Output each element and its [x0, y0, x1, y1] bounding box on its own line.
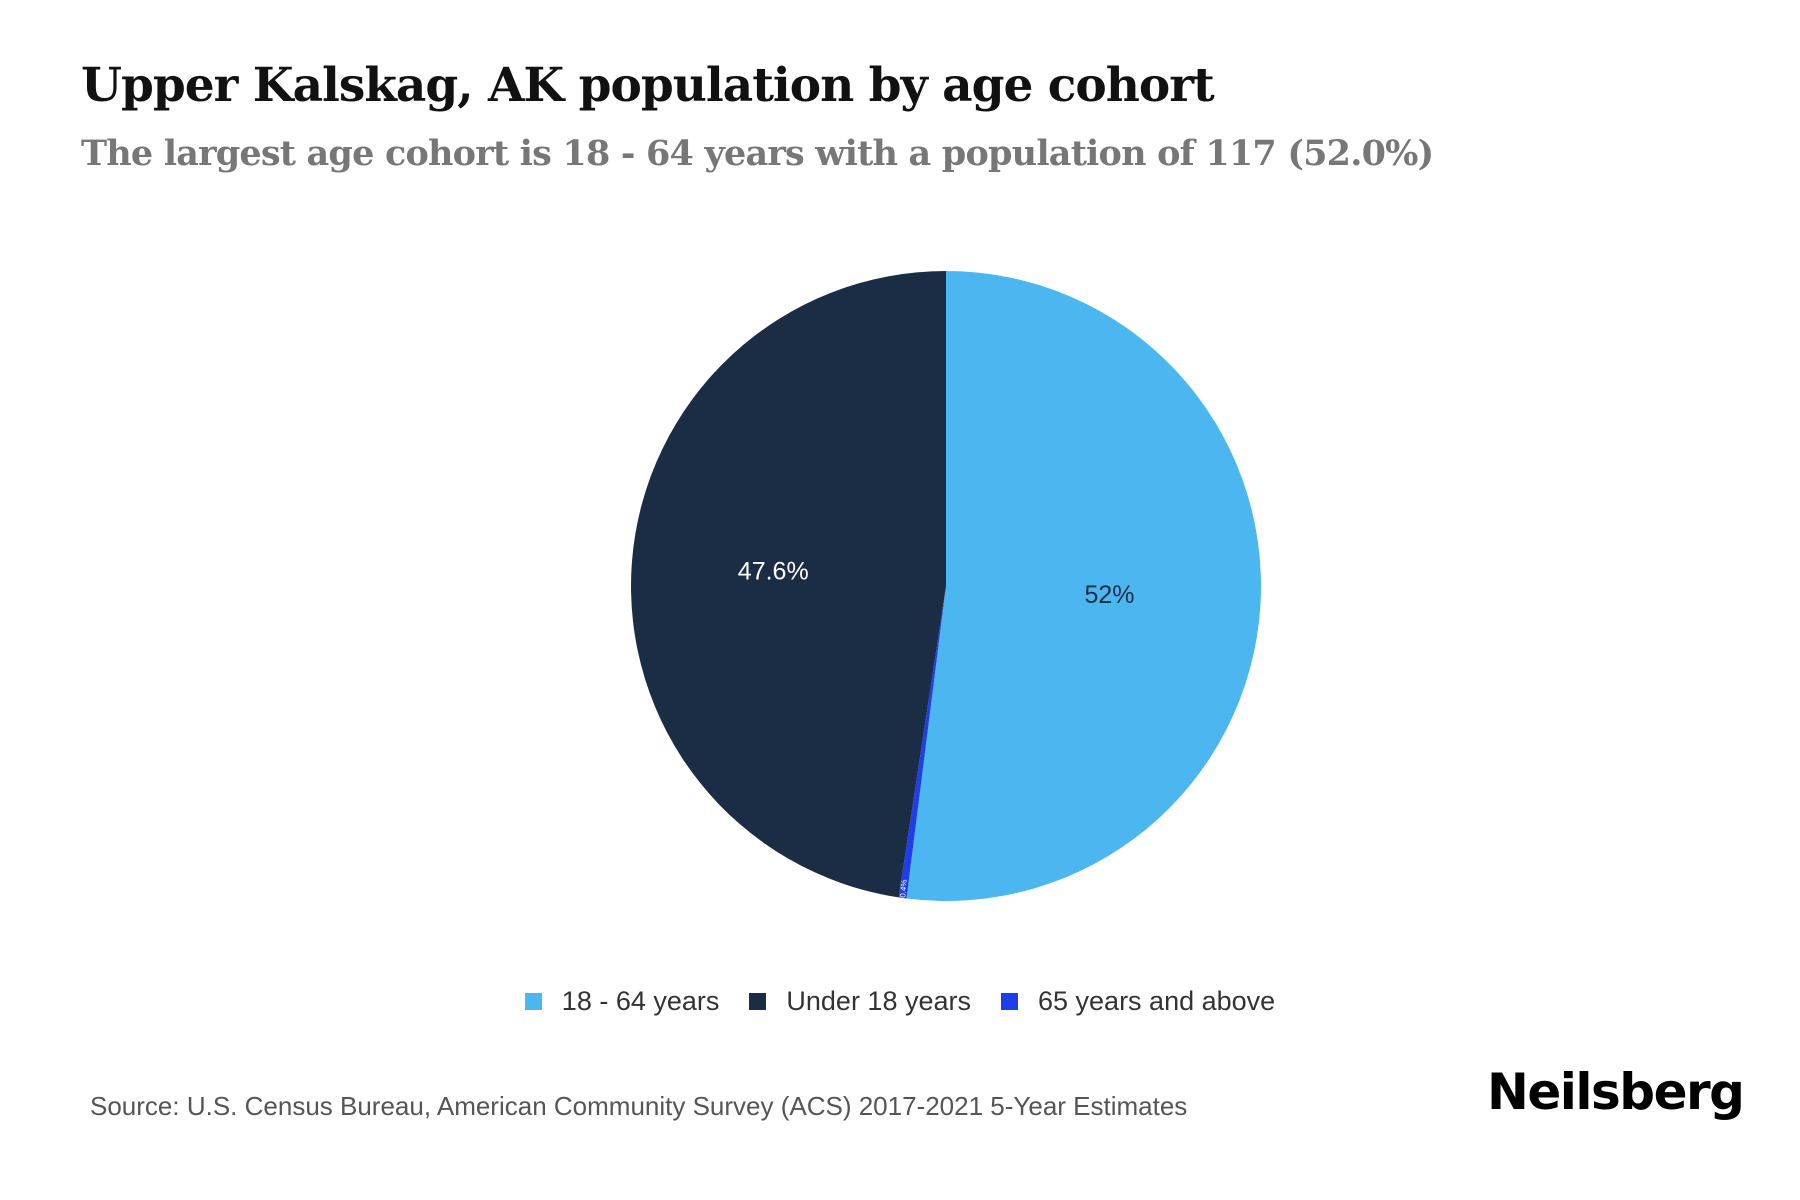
legend-swatch-icon — [1001, 993, 1018, 1010]
pie-data-label: 47.6% — [738, 558, 809, 586]
legend-item-18-64: 18 - 64 years — [524, 986, 720, 1017]
pie-slice-65-years-and-above — [898, 586, 946, 899]
legend-item-65-plus: 65 years and above — [1001, 986, 1275, 1017]
pie-slice-18-64-years — [906, 271, 1261, 901]
source-note: Source: U.S. Census Bureau, American Com… — [90, 1091, 1188, 1121]
legend-label: 65 years and above — [1038, 986, 1276, 1016]
legend-label: Under 18 years — [786, 986, 971, 1016]
pie-data-labels: 52% 0.4% 47.6% — [738, 558, 1135, 899]
legend-swatch-icon — [524, 993, 542, 1010]
legend-swatch-icon — [749, 993, 767, 1010]
pie-slice-under-18-years — [631, 271, 946, 898]
pie-data-label: 52% — [1084, 581, 1134, 609]
legend-label: 18 - 64 years — [561, 986, 720, 1016]
chart-title: Upper Kalskag, AK population by age coho… — [81, 58, 1215, 113]
legend: 18 - 64 years Under 18 years 65 years an… — [0, 986, 1800, 1017]
pie-slices — [631, 271, 1261, 901]
pie-data-label: 0.4% — [898, 879, 909, 898]
legend-item-under-18: Under 18 years — [749, 986, 971, 1017]
chart-subtitle: The largest age cohort is 18 - 64 years … — [81, 133, 1434, 174]
brand-logo: Neilsberg — [1487, 1063, 1745, 1121]
